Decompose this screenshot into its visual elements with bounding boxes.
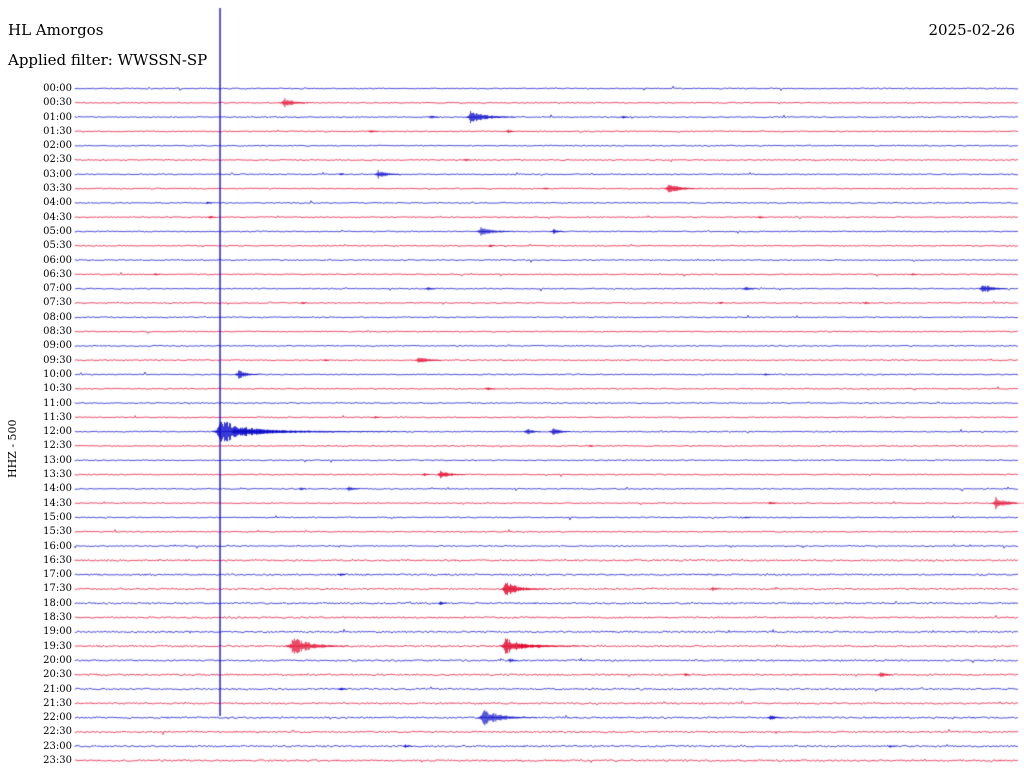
helicorder-canvas xyxy=(0,0,1024,780)
helicorder-page: HL Amorgos Applied filter: WWSSN-SP 2025… xyxy=(0,0,1024,780)
